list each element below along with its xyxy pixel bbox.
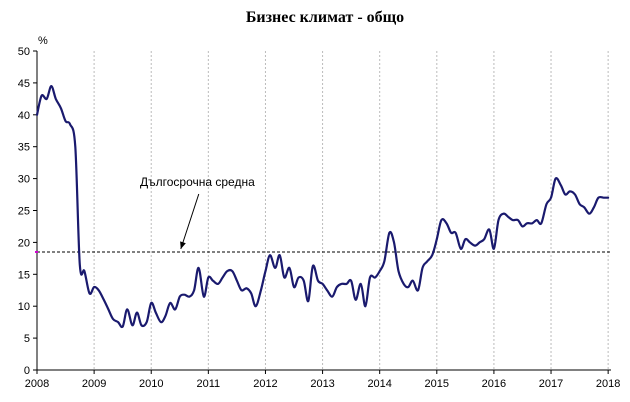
y-axis: 0 5 10 15 20 25 30 35 40 45 50 (18, 46, 38, 377)
y-tick-label: 15 (18, 269, 30, 281)
y-tick-label: 0 (24, 365, 30, 377)
y-unit-label: % (38, 35, 48, 47)
y-tick-label: 35 (18, 142, 30, 154)
x-tick-label: 2016 (482, 378, 506, 390)
average-label: Дългосрочна средна (140, 175, 255, 189)
x-tick-label: 2010 (139, 378, 163, 390)
chart-title: Бизнес климат - общо (246, 9, 404, 26)
x-tick-label: 2011 (197, 378, 221, 390)
y-tick-label: 25 (18, 206, 30, 218)
average-arrow (180, 193, 200, 250)
x-tick-label: 2012 (253, 378, 277, 390)
y-tick-label: 5 (24, 333, 30, 345)
y-tick-label: 30 (18, 174, 30, 186)
x-tick-label: 2015 (425, 378, 449, 390)
x-tick-label: 2008 (25, 378, 49, 390)
x-tick-label: 2014 (367, 378, 391, 390)
y-tick-label: 40 (18, 110, 30, 122)
x-axis: 2008 2009 2010 2011 2012 2013 2014 2015 2016 2017… (25, 369, 620, 390)
x-tick-label: 2009 (82, 378, 106, 390)
series-line (35, 85, 610, 329)
vertical-grid (93, 51, 609, 370)
y-tick-label: 45 (18, 78, 30, 90)
average-arrow-head (180, 241, 186, 249)
x-tick-label: 2013 (310, 378, 334, 390)
y-tick-label: 50 (18, 46, 30, 58)
x-tick-label: 2017 (539, 378, 563, 390)
y-tick-label: 20 (18, 237, 30, 249)
x-tick-label: 2018 (596, 378, 620, 390)
y-tick-label: 10 (18, 301, 30, 313)
